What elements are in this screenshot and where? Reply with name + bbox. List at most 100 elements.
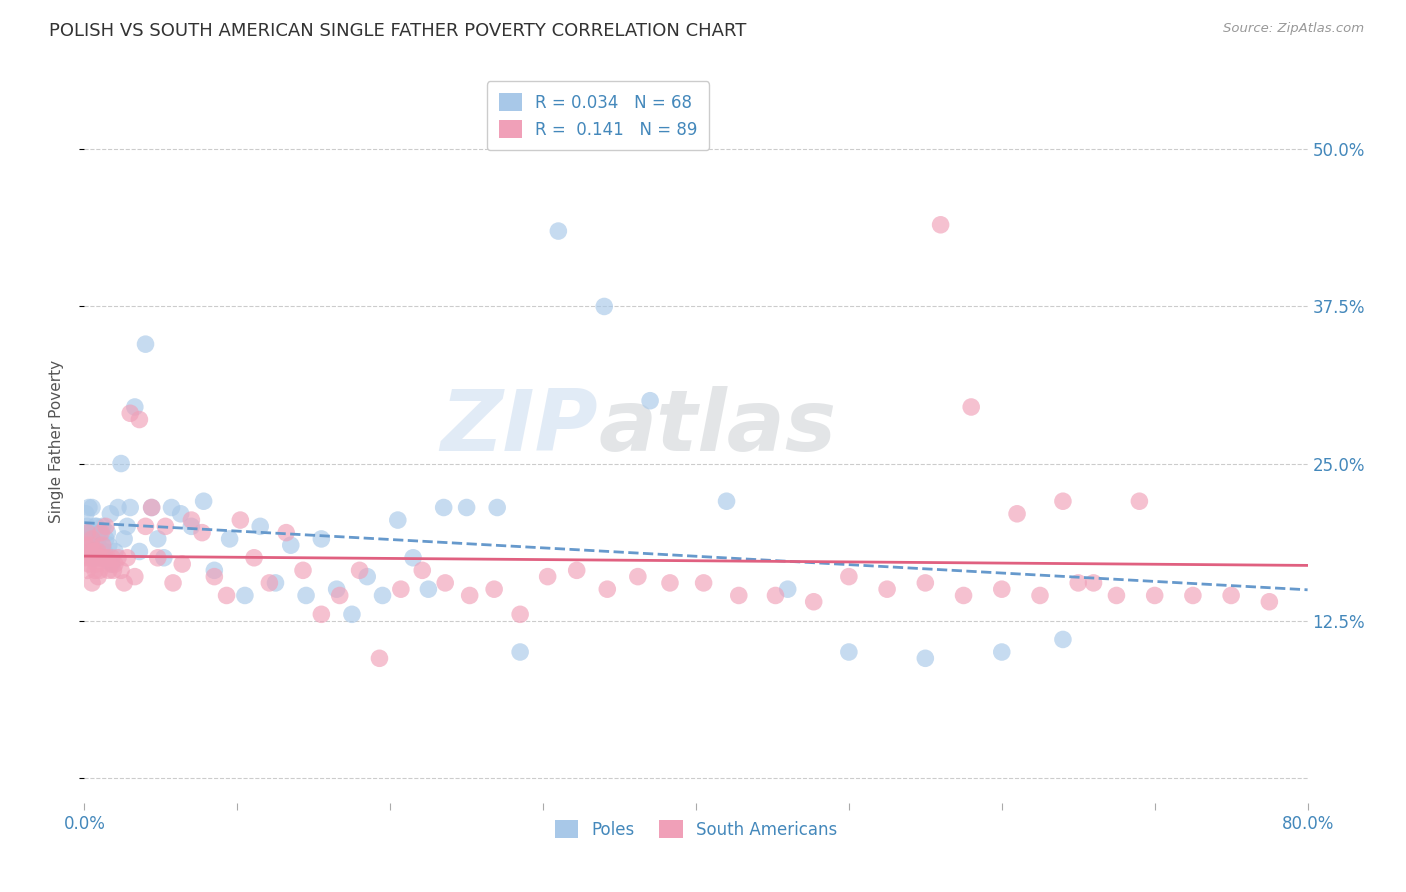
Point bbox=[170, 507, 193, 521]
Point bbox=[692, 575, 714, 590]
Point bbox=[94, 532, 117, 546]
Point bbox=[1083, 575, 1105, 590]
Point bbox=[160, 500, 183, 515]
Point bbox=[371, 589, 394, 603]
Point bbox=[509, 645, 531, 659]
Point bbox=[914, 651, 936, 665]
Point bbox=[80, 532, 103, 546]
Point bbox=[103, 563, 125, 577]
Point bbox=[112, 532, 135, 546]
Point bbox=[155, 519, 177, 533]
Point bbox=[509, 607, 531, 622]
Point bbox=[135, 519, 157, 533]
Point bbox=[80, 575, 103, 590]
Point bbox=[77, 557, 100, 571]
Point bbox=[97, 538, 120, 552]
Y-axis label: Single Father Poverty: Single Father Poverty bbox=[49, 360, 63, 523]
Point bbox=[434, 575, 457, 590]
Point bbox=[120, 406, 142, 420]
Point bbox=[104, 544, 127, 558]
Point bbox=[96, 525, 118, 540]
Point bbox=[1105, 589, 1128, 603]
Point bbox=[110, 563, 132, 577]
Point bbox=[218, 532, 240, 546]
Point bbox=[191, 525, 214, 540]
Point bbox=[276, 525, 298, 540]
Point bbox=[411, 563, 433, 577]
Point bbox=[80, 532, 103, 546]
Point bbox=[340, 607, 363, 622]
Point bbox=[87, 538, 110, 552]
Point bbox=[91, 519, 114, 533]
Point bbox=[565, 563, 588, 577]
Point bbox=[1181, 589, 1204, 603]
Point bbox=[876, 582, 898, 597]
Point bbox=[146, 532, 169, 546]
Point bbox=[716, 494, 738, 508]
Point bbox=[115, 519, 138, 533]
Point bbox=[418, 582, 440, 597]
Point bbox=[84, 563, 107, 577]
Point bbox=[292, 563, 315, 577]
Point bbox=[593, 300, 616, 314]
Point bbox=[93, 550, 115, 565]
Point bbox=[991, 645, 1014, 659]
Point bbox=[79, 550, 101, 565]
Point bbox=[77, 525, 100, 540]
Point bbox=[110, 457, 132, 471]
Point bbox=[89, 563, 111, 577]
Point bbox=[172, 557, 194, 571]
Point bbox=[84, 544, 107, 558]
Point bbox=[229, 513, 252, 527]
Point bbox=[101, 557, 124, 571]
Point bbox=[659, 575, 682, 590]
Point bbox=[776, 582, 799, 597]
Point bbox=[98, 507, 121, 521]
Point bbox=[89, 525, 111, 540]
Point bbox=[243, 550, 266, 565]
Point bbox=[259, 575, 281, 590]
Point bbox=[960, 400, 983, 414]
Point bbox=[952, 589, 974, 603]
Point bbox=[86, 550, 108, 565]
Point bbox=[264, 575, 287, 590]
Point bbox=[107, 500, 129, 515]
Point bbox=[83, 550, 105, 565]
Point bbox=[215, 589, 238, 603]
Point bbox=[77, 500, 100, 515]
Point bbox=[141, 500, 163, 515]
Point bbox=[458, 589, 481, 603]
Text: Source: ZipAtlas.com: Source: ZipAtlas.com bbox=[1223, 22, 1364, 36]
Point bbox=[124, 569, 146, 583]
Point bbox=[90, 525, 112, 540]
Point bbox=[1258, 595, 1281, 609]
Point bbox=[356, 569, 378, 583]
Point bbox=[120, 500, 142, 515]
Point bbox=[765, 589, 787, 603]
Point bbox=[76, 519, 98, 533]
Point bbox=[94, 519, 117, 533]
Point bbox=[83, 544, 105, 558]
Text: ZIP: ZIP bbox=[440, 385, 598, 468]
Point bbox=[75, 550, 97, 565]
Point bbox=[146, 550, 169, 565]
Point bbox=[482, 582, 505, 597]
Point bbox=[84, 519, 107, 533]
Point bbox=[79, 538, 101, 552]
Text: atlas: atlas bbox=[598, 385, 837, 468]
Point bbox=[135, 337, 157, 351]
Point bbox=[115, 550, 138, 565]
Point bbox=[86, 557, 108, 571]
Point bbox=[249, 519, 271, 533]
Point bbox=[87, 544, 110, 558]
Point bbox=[91, 538, 114, 552]
Point bbox=[124, 400, 146, 414]
Point bbox=[838, 569, 860, 583]
Point bbox=[349, 563, 371, 577]
Point bbox=[89, 550, 111, 565]
Point bbox=[325, 582, 347, 597]
Point bbox=[280, 538, 302, 552]
Point bbox=[1143, 589, 1166, 603]
Point bbox=[180, 519, 202, 533]
Point bbox=[97, 563, 120, 577]
